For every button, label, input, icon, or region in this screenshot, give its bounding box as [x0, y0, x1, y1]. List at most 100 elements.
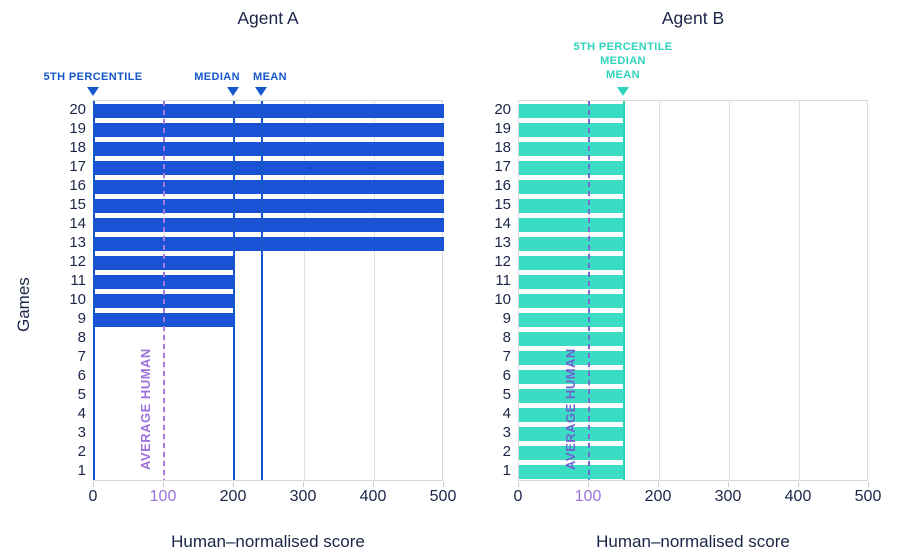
y-tick-label: 5: [77, 386, 86, 404]
x-tick-mark: [728, 482, 729, 487]
y-tick-label: 11: [495, 271, 511, 289]
y-tick-label: 17: [69, 157, 86, 175]
bar-game-19: [519, 122, 624, 137]
bar-game-1: [519, 465, 624, 480]
y-tick-label: 7: [502, 348, 511, 366]
x-tick-label: 300: [289, 488, 317, 505]
y-tick-label: 16: [69, 176, 86, 194]
p5-marker-label: 5TH PERCENTILE: [43, 71, 143, 83]
y-tick-label: 9: [502, 310, 511, 328]
x-tick-mark: [443, 482, 444, 487]
gridline: [798, 101, 800, 480]
chart-title: Agent A: [237, 8, 299, 28]
bar-game-5: [519, 389, 624, 404]
x-tick-mark: [658, 482, 659, 487]
y-tick-label: 12: [69, 252, 86, 270]
y-tick-label: 3: [77, 424, 86, 442]
x-tick-label: 400: [359, 488, 387, 505]
x-tick-label: 200: [219, 488, 247, 505]
bar-game-3: [519, 427, 624, 442]
x-axis-label: Human–normalised score: [171, 532, 365, 551]
y-tick-label: 13: [69, 233, 86, 251]
y-tick-label: 11: [70, 271, 86, 289]
y-tick-label: 20: [69, 100, 86, 118]
x-tick-mark: [798, 482, 799, 487]
bar-game-15: [94, 198, 444, 213]
x-tick-label: 100: [149, 488, 177, 505]
y-tick-label: 18: [69, 138, 86, 156]
y-tick-label: 16: [494, 176, 511, 194]
y-tick-label: 19: [494, 119, 511, 137]
bar-game-14: [519, 217, 624, 232]
x-tick-mark: [233, 482, 234, 487]
gridline: [373, 101, 375, 480]
p5-triangle-icon: [87, 87, 99, 96]
y-tick-label: 5: [502, 386, 511, 404]
x-tick-label: 200: [644, 488, 672, 505]
x-tick-mark: [518, 482, 519, 487]
bar-game-17: [94, 160, 444, 175]
plot-area: [93, 100, 444, 481]
y-tick-label: 17: [494, 157, 511, 175]
y-tick-label: 3: [502, 424, 511, 442]
y-tick-label: 4: [77, 405, 86, 423]
x-tick-label: 100: [574, 488, 602, 505]
y-tick-label: 15: [494, 195, 511, 213]
x-tick-mark: [588, 482, 589, 487]
gridline: [728, 101, 730, 480]
stat-marker-line: [623, 101, 625, 480]
y-tick-label: 18: [494, 138, 511, 156]
bar-game-6: [519, 370, 624, 385]
bar-game-17: [519, 160, 624, 175]
x-tick-mark: [93, 482, 94, 487]
median-triangle-icon: [227, 87, 239, 96]
stat-marker-line: [261, 101, 263, 480]
y-tick-label: 10: [494, 291, 511, 309]
y-tick-label: 15: [69, 195, 86, 213]
bar-game-13: [94, 236, 444, 251]
y-tick-label: 10: [69, 291, 86, 309]
y-axis-label: Games: [14, 277, 33, 332]
gridline: [303, 101, 305, 480]
average-human-line: [588, 101, 590, 480]
x-tick-label: 0: [88, 488, 98, 505]
mean-marker-label: MEAN: [253, 71, 287, 83]
p5-marker-label: 5TH PERCENTILE: [573, 41, 673, 53]
bar-game-15: [519, 198, 624, 213]
y-tick-label: 20: [494, 100, 511, 118]
y-tick-label: 9: [77, 310, 86, 328]
bar-game-20: [94, 103, 444, 118]
average-human-label: AVERAGE HUMAN: [563, 348, 578, 470]
bar-game-11: [519, 274, 624, 289]
bar-game-18: [94, 141, 444, 156]
y-tick-label: 4: [502, 405, 511, 423]
stat-marker-line: [93, 101, 95, 480]
y-tick-label: 2: [502, 443, 511, 461]
y-tick-label: 6: [77, 367, 86, 385]
y-tick-label: 6: [502, 367, 511, 385]
y-tick-label: 12: [494, 252, 511, 270]
stat-marker-labels: 5TH PERCENTILE MEDIAN MEAN: [573, 40, 672, 82]
median-marker-label: MEDIAN: [600, 55, 646, 67]
y-tick-label: 14: [69, 214, 86, 232]
bar-game-19: [94, 122, 444, 137]
bar-game-20: [519, 103, 624, 118]
average-human-line: [163, 101, 165, 480]
y-tick-label: 1: [77, 462, 86, 480]
bar-game-13: [519, 236, 624, 251]
bar-game-16: [519, 179, 624, 194]
stat-marker-line: [233, 101, 235, 480]
y-tick-label: 7: [77, 348, 86, 366]
x-tick-label: 400: [784, 488, 812, 505]
x-tick-mark: [373, 482, 374, 487]
gridline: [658, 101, 660, 480]
bar-game-7: [519, 351, 624, 366]
y-tick-label: 14: [494, 214, 511, 232]
x-tick-label: 500: [429, 488, 457, 505]
bar-game-16: [94, 179, 444, 194]
bar-game-18: [519, 141, 624, 156]
mean-marker-label: MEAN: [606, 69, 640, 81]
